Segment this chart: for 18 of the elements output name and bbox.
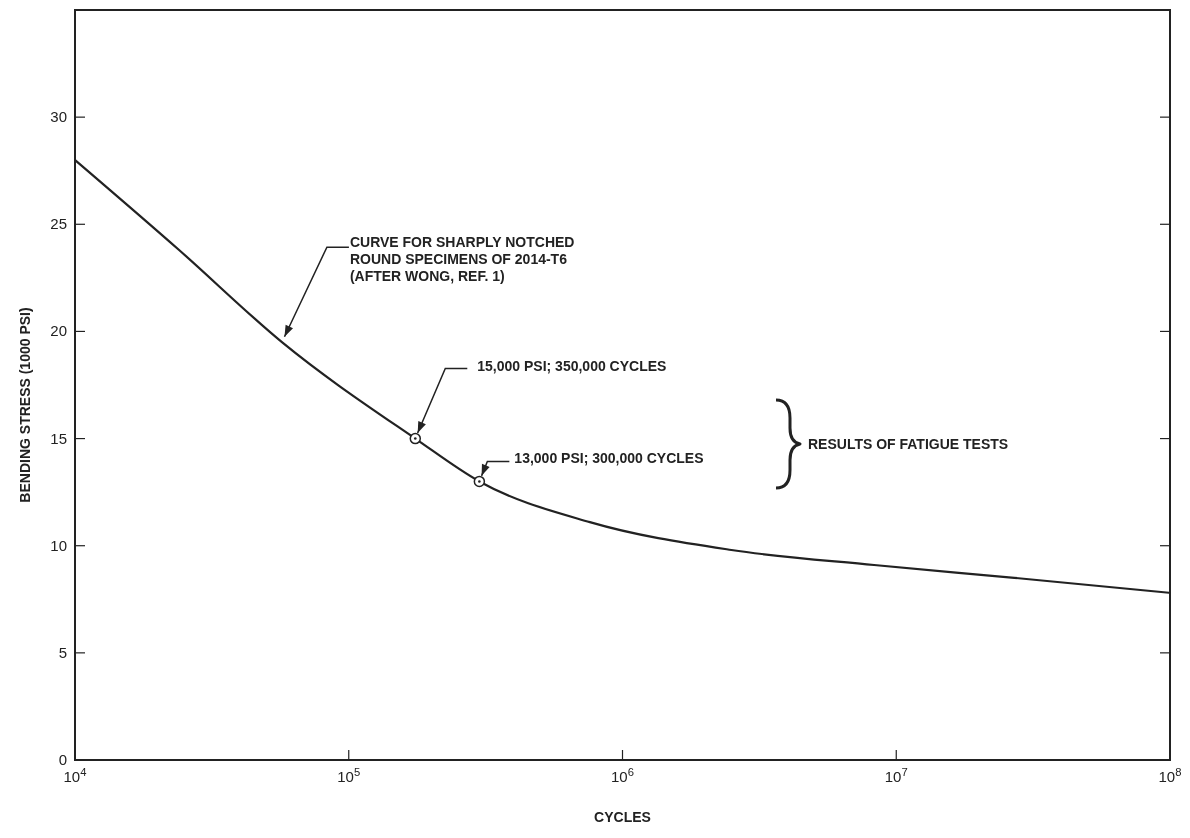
y-tick-label: 30 <box>50 108 67 126</box>
y-tick-label: 25 <box>50 215 67 233</box>
y-axis-title: BENDING STRESS (1000 PSI) <box>17 307 33 503</box>
x-tick-label: 10$^{7}$ <box>884 766 908 785</box>
x-axis-title: CYCLES <box>594 809 651 825</box>
x-tick-label: 10$^{5}$ <box>337 766 361 785</box>
x-tick-label: 10$^{6}$ <box>611 766 634 785</box>
y-tick-label: 15 <box>50 429 67 447</box>
annotation: 15,000 PSI; 350,000 CYCLES <box>477 357 667 374</box>
annotation: RESULTS OF FATIGUE TESTS <box>808 436 1009 452</box>
y-tick-label: 20 <box>50 322 67 340</box>
y-tick-label: 5 <box>58 643 67 661</box>
x-tick-label: 10$^{4}$ <box>63 766 87 785</box>
x-tick-label: 10$^{8}$ <box>1158 766 1182 785</box>
annotation: 13,000 PSI; 300,000 CYCLES <box>514 450 704 467</box>
annotation: CURVE FOR SHARPLY NOTCHED ROUND SPECIMENS OF 2014-T6 (AFTER WONG, REF. 1) <box>349 234 575 285</box>
y-tick-label: 10 <box>50 536 67 554</box>
y-tick-label: 0 <box>58 751 67 768</box>
